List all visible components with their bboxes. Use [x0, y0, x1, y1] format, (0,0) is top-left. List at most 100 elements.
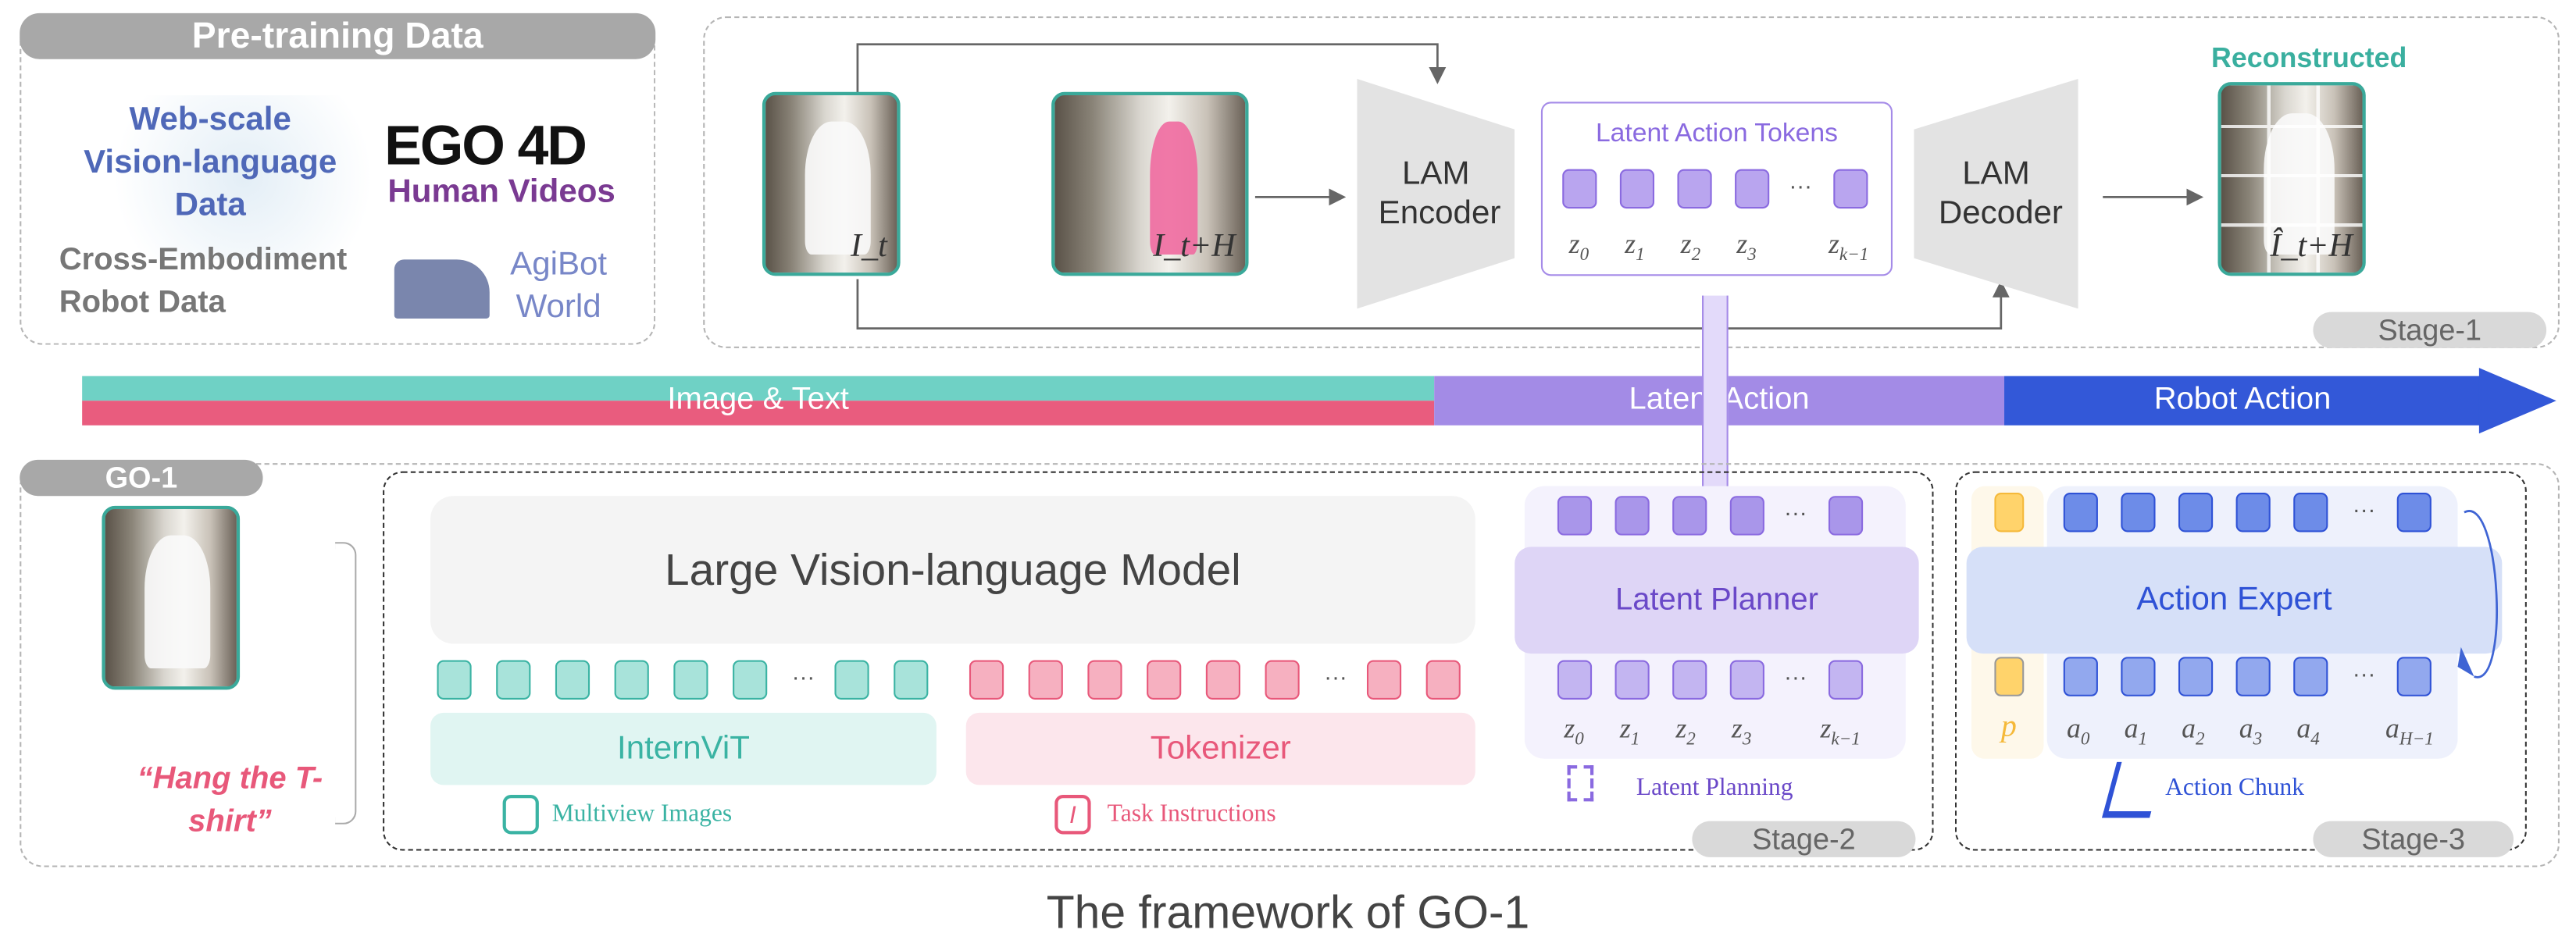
lam-decoder-label: LAM Decoder: [1938, 155, 2063, 232]
latent-planning-label: Latent Planning: [1636, 775, 1793, 802]
latent-symbol-label: zk−1: [1828, 228, 1869, 265]
action-in-token: [2121, 657, 2156, 696]
stage1-badge: Stage-1: [2313, 312, 2547, 348]
latent-action-token: [1562, 169, 1597, 209]
text-token: [969, 660, 1004, 700]
latent-planner-symbol-label: z0: [1564, 712, 1584, 750]
ego4d-logo: EGO 4D: [384, 115, 587, 179]
stage2-badge: Stage-2: [1692, 821, 1916, 857]
stage1-arrows: [856, 43, 2204, 330]
stage2-panel: [383, 471, 1934, 851]
vision-token: [555, 660, 590, 700]
cross-embodiment-label: Cross-Embodiment Robot Data: [59, 243, 348, 321]
vision-token: [894, 660, 929, 700]
multiview-images-label: Multiview Images: [551, 801, 733, 828]
action-out-token: [2178, 492, 2214, 532]
text-token: [1366, 660, 1402, 700]
action-out-token: [2235, 492, 2271, 532]
latent-planner-symbol-label: z3: [1731, 712, 1752, 750]
go1-title: GO-1: [20, 459, 263, 497]
task-instructions-label: Task Instructions: [1107, 801, 1276, 828]
action-chunk-label: Action Chunk: [2165, 775, 2305, 802]
lam-encoder-label: LAM Encoder: [1378, 155, 1501, 232]
text-token: [1265, 660, 1300, 700]
action-in-token: [2063, 657, 2098, 696]
latent-action-tokens-box: Latent Action Tokens ··· z0 z1 z2 z3 zk−1: [1540, 102, 1893, 276]
frame-t-label: I_t: [851, 228, 887, 265]
colosseum-icon: [394, 259, 490, 319]
action-expert-block: Action Expert: [1966, 547, 2503, 654]
latent-symbol-label: z3: [1736, 228, 1757, 265]
proprio-token-top: [1994, 492, 2025, 532]
latent-out-ellipsis: ···: [1784, 499, 1807, 526]
action-out-token: [2121, 492, 2156, 532]
reconstructed-image: Î_t+H: [2217, 82, 2366, 276]
latent-symbol-label: z1: [1625, 228, 1645, 265]
vision-token: [614, 660, 649, 700]
instruction-text: “Hang the T-shirt”: [137, 761, 323, 839]
latent-action-ellipsis: ···: [1789, 172, 1812, 199]
latent-action-token: [1735, 169, 1770, 209]
observation-image: [102, 505, 241, 690]
frame-to-encoder-arrow: [856, 43, 1447, 95]
flow-arrowhead-icon: [2478, 368, 2556, 434]
pretraining-title: Pre-training Data: [20, 12, 656, 59]
latent-action-tokens-title: Latent Action Tokens: [1595, 119, 1838, 148]
action-in-token: [2396, 657, 2432, 696]
reconstructed-frame-label: Î_t+H: [2270, 228, 2353, 265]
action-in-token: [2293, 657, 2328, 696]
go1-panel: [20, 463, 2560, 867]
action-out-token: [2396, 492, 2432, 532]
web-data-label: Web-scale Vision-language Data: [84, 102, 337, 224]
frame-to-decoder-arrow: [856, 279, 2010, 330]
stage3-badge: Stage-3: [2313, 821, 2514, 857]
flow-robot-action-label: Robot Action: [2004, 376, 2481, 426]
flow-teal-band: [82, 376, 1435, 401]
vision-token: [733, 660, 768, 700]
vision-token: [496, 660, 531, 700]
web-globe-icon: [78, 94, 408, 260]
frame-tH-label: I_t+H: [1153, 228, 1236, 265]
ego4d-logo-text: EGO 4D: [384, 115, 587, 178]
tokenizer-block: Tokenizer: [965, 712, 1475, 785]
latent-planner-symbol-label: z2: [1675, 712, 1696, 750]
latent-action-token: [1677, 169, 1712, 209]
agibot-world-label: AgiBot World: [510, 246, 608, 326]
stage3-panel: [1954, 471, 2527, 851]
latent-connection-double-arrow-icon: [1702, 295, 1729, 493]
image-icon: [502, 794, 539, 835]
latent-out-token: [1557, 496, 1593, 536]
action-in-ellipsis: ···: [2352, 660, 2376, 687]
action-symbol-label: a4: [2296, 712, 2320, 750]
latent-in-token: [1729, 660, 1764, 700]
frame-t-image: I_t: [762, 91, 901, 276]
human-videos-label: Human Videos: [387, 173, 615, 211]
latent-symbol-label: z0: [1568, 228, 1589, 265]
text-cursor-icon: I: [1054, 794, 1091, 835]
input-bracket: [335, 542, 357, 825]
action-out-ellipsis: ···: [2352, 496, 2376, 522]
latent-in-token: [1557, 660, 1593, 700]
figure-caption: The framework of GO-1: [1046, 886, 1530, 938]
latent-planner-symbol-label: z1: [1619, 712, 1640, 750]
latent-planner-block: Latent Planner: [1515, 547, 1919, 654]
action-symbol-label: a1: [2124, 712, 2148, 750]
latent-out-token: [1729, 496, 1764, 536]
latent-action-token: [1833, 169, 1868, 209]
action-out-token: [2293, 492, 2328, 532]
stage1-panel: [703, 16, 2560, 348]
action-in-token: [2178, 657, 2214, 696]
vision-ellipsis: ···: [791, 663, 815, 690]
internvit-block: InternViT: [430, 712, 937, 785]
vision-token: [437, 660, 472, 700]
action-in-token: [2235, 657, 2271, 696]
latent-symbol-label: z2: [1680, 228, 1701, 265]
flow-image-text-label: Image & Text: [667, 383, 849, 418]
text-token: [1028, 660, 1063, 700]
latent-in-token: [1614, 660, 1650, 700]
text-token: [1147, 660, 1182, 700]
focus-icon: [1567, 765, 1594, 802]
text-token: [1425, 660, 1461, 700]
latent-in-ellipsis: ···: [1784, 663, 1807, 690]
